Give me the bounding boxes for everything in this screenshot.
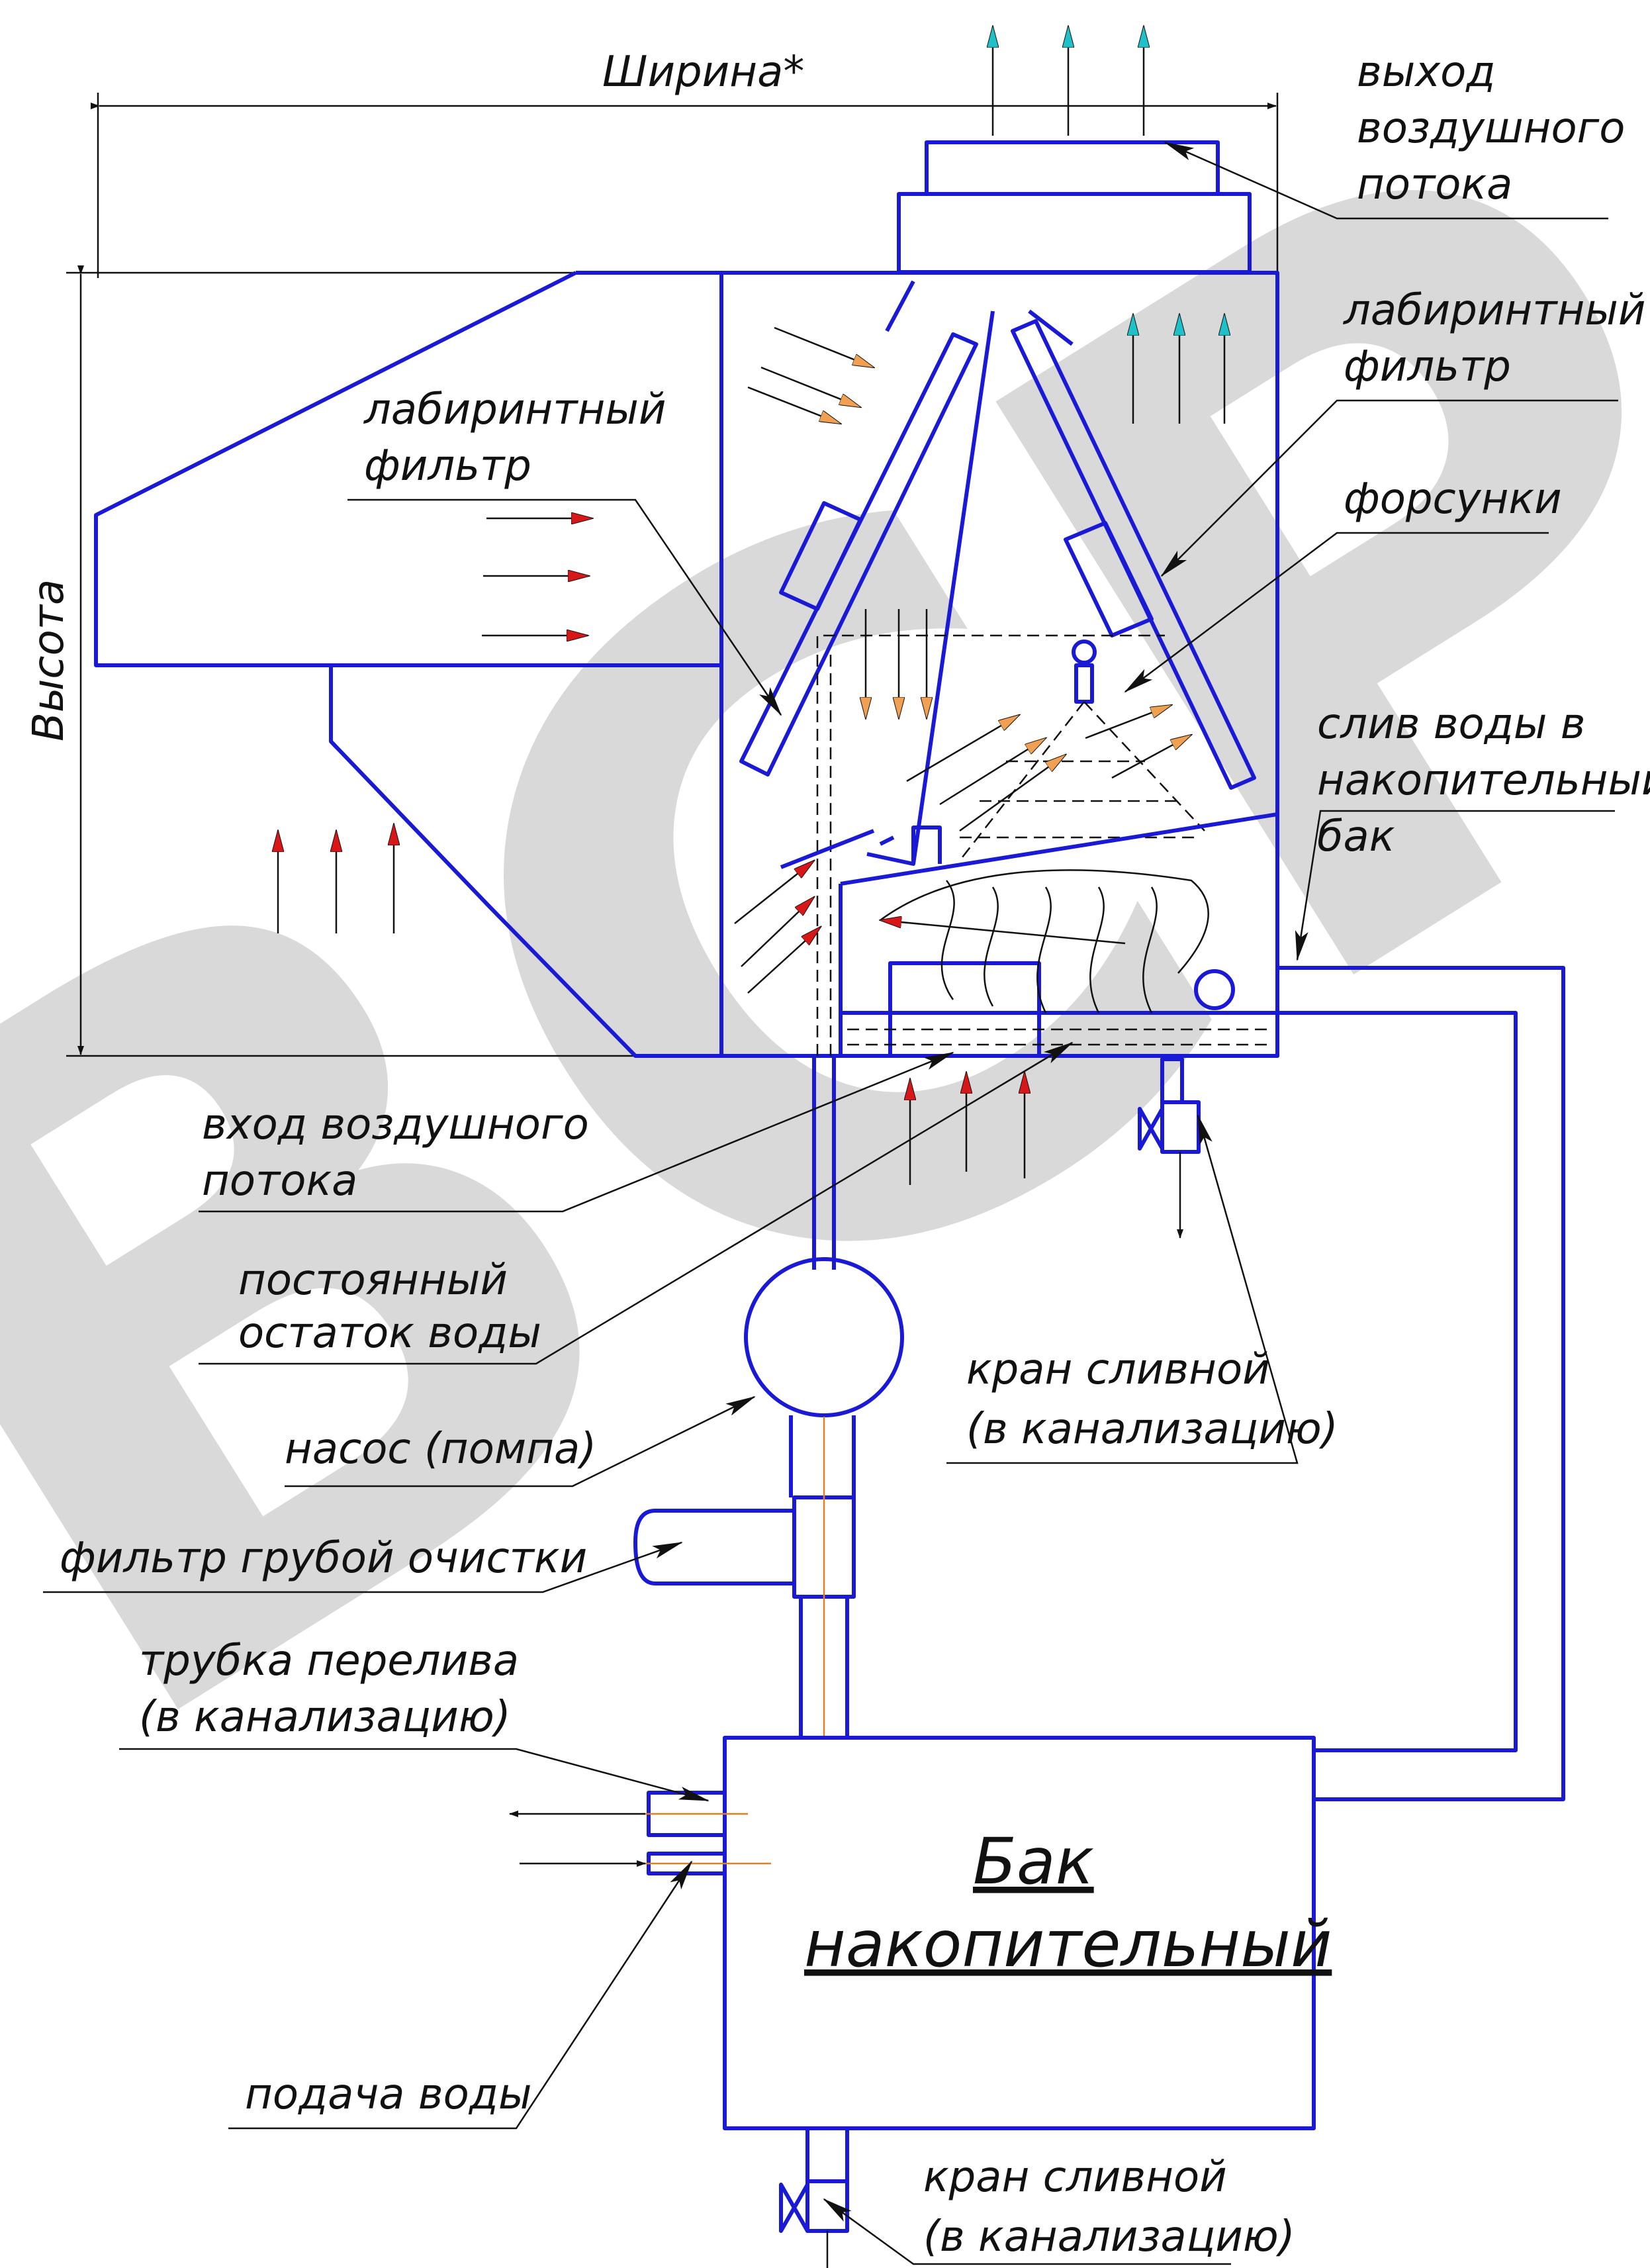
labyrinth-filter-left [739,280,978,777]
outlet-arrows-cyan [993,26,1224,424]
label-drain-valve-bottom: кран сливной (в канализацию) [923,2153,1295,2261]
labyrinth-right-line1: лабиринтный [1342,286,1646,335]
label-air-outlet: выход воздушного потока [1357,48,1625,209]
air-outlet-line3: потока [1357,160,1512,209]
overflow-line1: трубка перелива [139,1636,519,1685]
center-baffle [911,310,995,865]
height-label: Высота [24,579,73,741]
return-pipe [1277,966,1565,1801]
water-drain-line2: накопительный [1317,756,1650,805]
label-coarse-filter: фильтр грубой очистки [60,1534,587,1583]
nozzle [959,639,1205,861]
storage-tank: Бак накопительный [723,1736,1332,2130]
overflow-line2: (в канализацию) [139,1693,511,1742]
labyrinth-left-line2: фильтр [364,442,531,491]
air-inlet-line2: потока [202,1157,357,1205]
drain-valve-bottom-line2: (в канализацию) [923,2212,1295,2261]
intake-arrows-red [278,518,1025,1185]
filter-arrows-orange [747,326,1191,832]
air-inlet-line1: вход воздушного [202,1100,589,1149]
label-overflow: трубка перелива (в канализацию) [139,1636,519,1742]
permanent-water-line2: остаток воды [238,1309,541,1358]
label-drain-valve-top: кран сливной (в канализацию) [966,1345,1338,1454]
air-swirl [880,869,1209,1014]
pump-line [633,1056,904,1738]
label-pump: насос (помпа) [285,1425,596,1474]
drain-valve-top [1138,1057,1201,1239]
label-air-inlet: вход воздушного потока [202,1100,589,1205]
storage-tank-title: Бак [973,1824,1094,1899]
width-label: Ширина* [602,48,804,97]
labyrinth-right-line2: фильтр [1344,342,1511,391]
drain-valve-bottom-line1: кран сливной [923,2153,1227,2202]
dashed-inner [816,634,1165,1056]
water-drain-line1: слив воды в [1317,700,1585,749]
drain-valve-bottom [779,2126,849,2268]
labyrinth-left-line1: лабиринтный [363,385,666,434]
leaders [43,141,1618,2265]
overflow-fittings [509,1791,771,1875]
pump [744,1257,904,1417]
permanent-water-line1: постоянный [238,1256,508,1305]
drip-tray [839,812,1278,1056]
label-water-drain: слив воды в накопительный бак [1317,700,1650,861]
label-labyrinth-left: лабиринтный фильтр [363,385,666,491]
water-drain-line3: бак [1317,812,1395,861]
air-outlet-line2: воздушного [1357,104,1625,153]
label-labyrinth-right: лабиринтный фильтр [1342,286,1646,391]
label-nozzles: форсунки [1344,475,1562,524]
air-outlet-line1: выход [1357,48,1496,97]
storage-tank-subtitle: накопительный [804,1907,1332,1981]
drain-valve-top-line1: кран сливной [966,1345,1270,1394]
width-dimension: Ширина* [91,48,1279,278]
drain-valve-top-line2: (в канализацию) [966,1405,1338,1454]
label-permanent-water: постоянный остаток воды [238,1256,541,1358]
label-water-supply: подача воды [245,2070,532,2119]
drain-fitting [1194,969,1235,1010]
